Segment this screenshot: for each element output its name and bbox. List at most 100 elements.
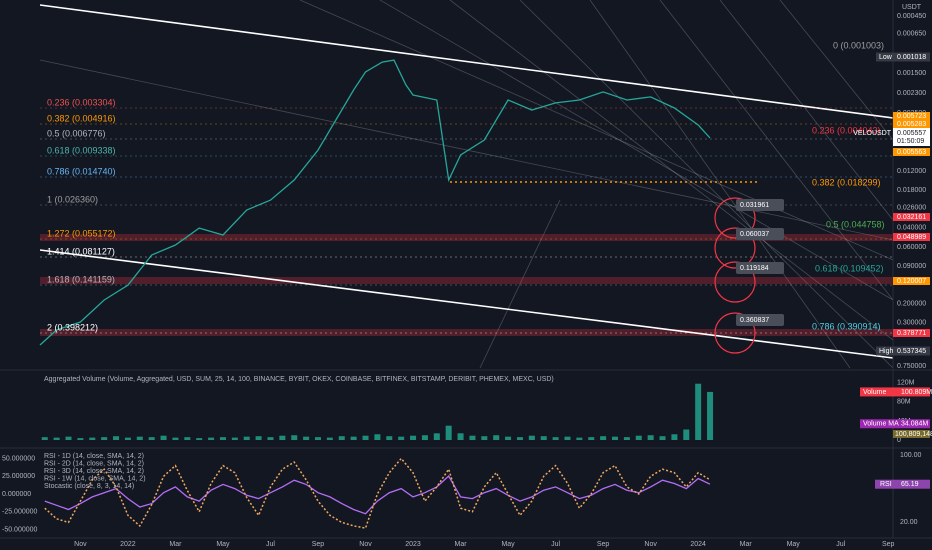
x-tick-label: Sep (597, 541, 610, 548)
volume-bar (350, 436, 357, 440)
fib-label: 0.618 (0.009338) (47, 145, 116, 155)
x-tick-label: 2023 (405, 541, 421, 548)
channel-line (519, 0, 894, 369)
fib-band (40, 277, 893, 284)
last-price-value: 0.005557 (897, 130, 926, 137)
y-tick-label: -25.000000 (2, 509, 38, 516)
volume-bar (659, 436, 666, 440)
trend-line (39, 249, 894, 359)
low-badge (876, 52, 930, 62)
volume-bar (528, 435, 535, 440)
callout-circle (714, 261, 756, 303)
price-badge (893, 329, 930, 337)
last-price-badge (893, 128, 930, 146)
x-tick-label: May (787, 541, 801, 548)
x-tick-label: Jul (836, 541, 845, 548)
x-tick-label: 2024 (690, 541, 706, 548)
x-tick-label: Mar (740, 541, 753, 548)
volume-bar (255, 436, 262, 440)
fib-label: 1 (0.026360) (47, 194, 98, 204)
callout-label: 0.060037 (740, 231, 769, 238)
fib-label: 0.5 (0.006776) (47, 128, 106, 138)
volume-bar (303, 436, 310, 440)
price-badge-label: 0.378771 (897, 330, 926, 337)
volume-bar (231, 437, 238, 440)
currency: USDT (902, 4, 922, 11)
volume-bar (243, 436, 250, 440)
high-name: High (879, 348, 894, 355)
price-badge-label: 0.032161 (897, 214, 926, 221)
volume-bar (89, 437, 96, 440)
badge-value: 34.084M (901, 421, 928, 428)
volume-bar (564, 436, 571, 440)
volume-bar (695, 383, 702, 440)
channel-line (719, 0, 894, 221)
x-tick-label: Jul (266, 541, 275, 548)
y-tick-label: 0.300000 (897, 320, 926, 327)
fib-label: 0.236 (0.004043) (812, 125, 881, 135)
callout-box (736, 199, 784, 211)
volume-bar (493, 435, 500, 440)
volume-bar (445, 425, 452, 440)
legend-entry: RSI - 1D (14, close, SMA, 14, 2) (44, 453, 144, 460)
volume-bar (291, 435, 298, 440)
callout-label: 0.031961 (740, 202, 769, 209)
fib-label: 2 (0.398212) (47, 322, 98, 332)
y-tick-label: 0.090000 (897, 263, 926, 270)
high-badge (876, 346, 930, 356)
callout-circle (714, 227, 756, 269)
badge-bg (860, 387, 930, 397)
channel-line (659, 0, 894, 301)
low-value: 0.001018 (897, 54, 926, 61)
fib-label: 0.236 (0.003304) (47, 97, 116, 107)
fib-label: 1.618 (0.141159) (47, 274, 115, 284)
channel-line (379, 0, 894, 301)
fib-label: 0 (0.001003) (833, 40, 884, 50)
y-tick-label: 0.012000 (897, 168, 926, 175)
fib-label: 0.382 (0.018299) (812, 177, 881, 187)
x-tick-label: May (216, 541, 230, 548)
volume-bar (540, 436, 547, 440)
badge-bg (860, 419, 930, 429)
fib-band (40, 329, 893, 336)
x-tick-label: Sep (882, 541, 895, 548)
price-badge-label: 0.005723 (897, 113, 926, 120)
y-tick-label: 80M (897, 399, 911, 406)
y-tick-label: 0.002300 (897, 90, 926, 97)
volume-bar (433, 433, 440, 440)
badge-value: 100.809M (901, 389, 932, 396)
last-price-name: VELOUSDT (853, 130, 891, 137)
volume-bar (647, 435, 654, 440)
badge-name: Volume MA (863, 421, 899, 428)
x-tick-label: 2022 (120, 541, 136, 548)
volume-bar (208, 437, 215, 440)
volume-bar (469, 435, 476, 440)
channel-line (479, 199, 561, 369)
price-badge (893, 277, 930, 285)
y-tick-label: 0.000650 (897, 30, 926, 37)
volume-bar (576, 437, 583, 440)
pane-title: Aggregated Volume (Volume, Aggregated, U… (44, 376, 554, 383)
channel-line (589, 0, 851, 369)
volume-bar (326, 437, 333, 440)
volume-bar (386, 436, 393, 440)
y-tick-label: 0.200000 (897, 301, 926, 308)
badge-bg (893, 430, 930, 438)
callout-label: 0.119184 (740, 265, 769, 272)
fib-band (40, 234, 893, 241)
x-tick-label: Jul (551, 541, 560, 548)
volume-bar (41, 437, 48, 440)
volume-bar (552, 437, 559, 440)
price-badge (893, 148, 930, 156)
y-tick-label: 0.750000 (897, 363, 926, 370)
callout-label: 0.360837 (740, 317, 769, 324)
volume-bar (635, 435, 642, 440)
y-tick-label: 0.000000 (2, 491, 31, 498)
x-tick-label: Nov (74, 541, 87, 548)
x-tick-label: Nov (644, 541, 657, 548)
volume-bar (338, 436, 345, 440)
indicator-line (44, 474, 711, 515)
callout-circle (714, 312, 756, 354)
